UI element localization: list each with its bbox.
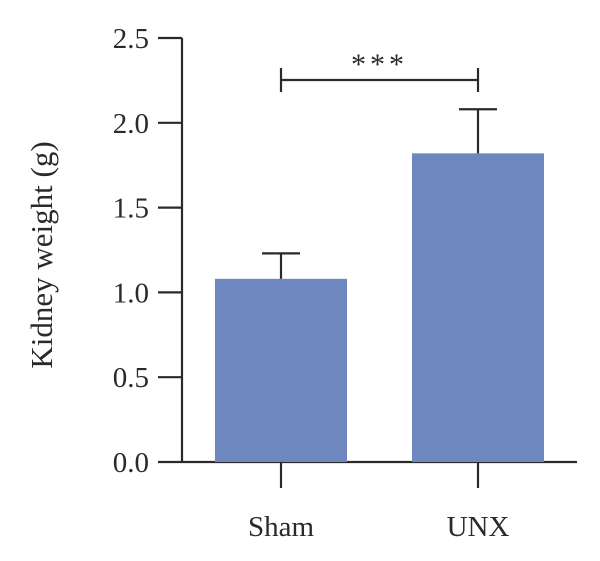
y-tick-label: 1.5 [113, 193, 149, 225]
bars [215, 153, 544, 462]
bar [215, 278, 347, 462]
y-axis-label: Kidney weight (g) [24, 141, 59, 368]
y-tick-label: 2.5 [113, 23, 149, 55]
y-axis: 0.0 0.5 1.0 1.5 2.0 2.5 [113, 23, 184, 479]
y-tick-label: 0.0 [113, 447, 149, 479]
error-bars [262, 108, 497, 279]
y-tick-label: 1.0 [113, 277, 149, 309]
bar [412, 153, 544, 462]
x-axis: Sham UNX [182, 460, 577, 543]
significance-bracket: *** [279, 48, 480, 92]
y-tick-label: 0.5 [113, 362, 149, 394]
x-tick-label: UNX [447, 511, 510, 543]
y-tick-label: 2.0 [113, 108, 149, 140]
significance-label: *** [351, 48, 408, 81]
x-tick-label: Sham [248, 511, 315, 543]
